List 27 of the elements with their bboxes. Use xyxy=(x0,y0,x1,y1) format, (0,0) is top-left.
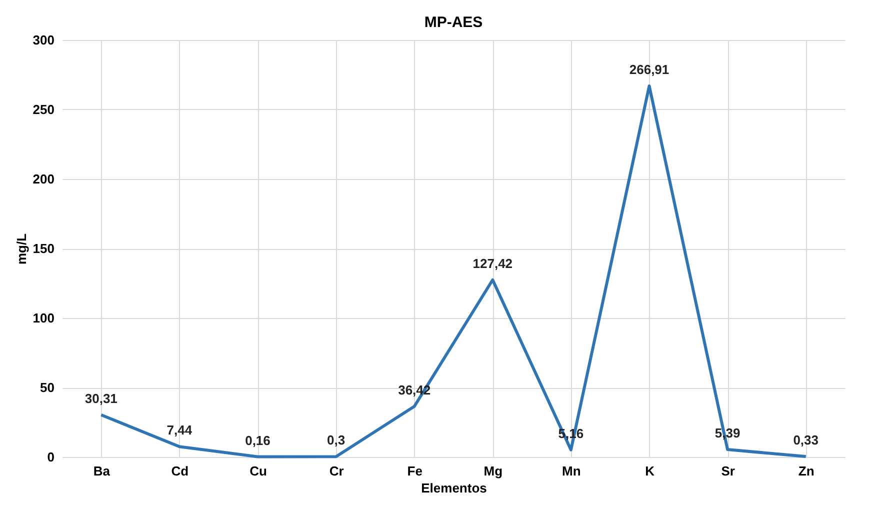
y-tick-label: 300 xyxy=(32,32,54,48)
y-tick-label: 250 xyxy=(32,102,54,117)
data-label: 30,31 xyxy=(84,390,118,406)
x-tick-label: Mg xyxy=(484,464,503,478)
x-tick-label: Cu xyxy=(250,464,267,478)
chart-title: MP-AES xyxy=(424,14,483,31)
x-tick-label: Cr xyxy=(329,464,344,478)
x-tick-label: Zn xyxy=(798,464,814,478)
y-axis-title: mg/L xyxy=(14,233,29,265)
data-label: 266,91 xyxy=(629,62,670,77)
x-tick-label: Mn xyxy=(562,464,581,478)
y-tick-label: 100 xyxy=(32,310,54,326)
x-tick-label: Cd xyxy=(171,464,189,478)
y-tick-label: 0 xyxy=(47,450,54,464)
data-label: 0,3 xyxy=(327,432,346,448)
y-tick-label: 50 xyxy=(40,380,54,395)
data-label: 7,44 xyxy=(166,422,193,438)
x-axis-title: Elementos xyxy=(421,480,487,496)
data-label: 0,33 xyxy=(793,432,819,448)
data-label: 127,42 xyxy=(472,256,513,271)
y-tick-label: 200 xyxy=(32,172,54,186)
x-tick-label: K xyxy=(645,464,656,478)
y-tick-label: 150 xyxy=(32,241,54,256)
x-tick-label: Fe xyxy=(407,464,422,478)
x-tick-label: Ba xyxy=(93,464,111,478)
data-label: 0,16 xyxy=(245,432,270,448)
x-tick-label: Sr xyxy=(721,464,735,478)
